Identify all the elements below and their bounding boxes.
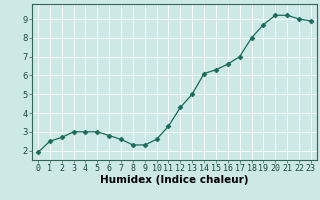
X-axis label: Humidex (Indice chaleur): Humidex (Indice chaleur): [100, 175, 249, 185]
